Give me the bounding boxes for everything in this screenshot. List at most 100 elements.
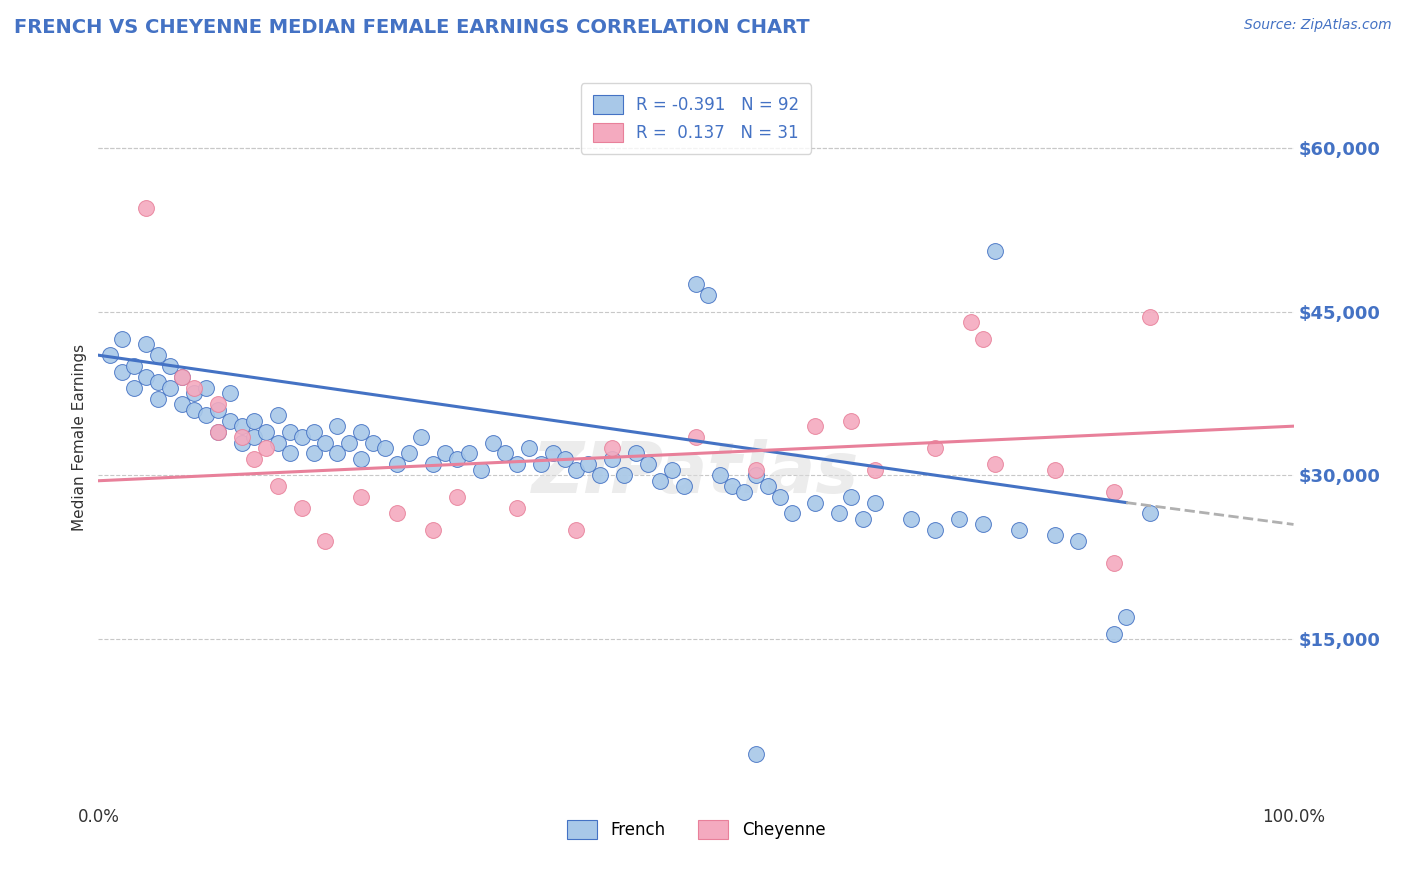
Point <box>267 435 290 450</box>
Point <box>135 370 157 384</box>
Text: ZIPatlas: ZIPatlas <box>533 439 859 508</box>
Point <box>207 425 229 439</box>
Point <box>458 446 481 460</box>
Point <box>756 479 779 493</box>
Point <box>135 337 157 351</box>
Point <box>1115 610 1137 624</box>
Text: FRENCH VS CHEYENNE MEDIAN FEMALE EARNINGS CORRELATION CHART: FRENCH VS CHEYENNE MEDIAN FEMALE EARNING… <box>14 18 810 37</box>
Point <box>1104 484 1126 499</box>
Point <box>1139 507 1161 521</box>
Point <box>278 446 301 460</box>
Point <box>231 419 253 434</box>
Point <box>411 430 433 444</box>
Point <box>948 512 970 526</box>
Point <box>148 376 170 390</box>
Point <box>494 446 516 460</box>
Point <box>626 446 648 460</box>
Legend: French, Cheyenne: French, Cheyenne <box>560 814 832 846</box>
Point <box>302 425 325 439</box>
Point <box>183 402 205 417</box>
Point <box>721 479 744 493</box>
Point <box>506 501 529 516</box>
Point <box>385 507 409 521</box>
Point <box>172 397 194 411</box>
Point <box>446 490 468 504</box>
Point <box>159 381 181 395</box>
Point <box>565 523 588 537</box>
Point <box>828 507 851 521</box>
Point <box>291 501 314 516</box>
Point <box>541 446 564 460</box>
Point <box>302 446 325 460</box>
Point <box>841 414 863 428</box>
Point <box>422 523 444 537</box>
Point <box>661 463 683 477</box>
Point <box>183 386 205 401</box>
Point <box>207 402 229 417</box>
Point <box>183 381 205 395</box>
Y-axis label: Median Female Earnings: Median Female Earnings <box>72 343 87 531</box>
Text: Source: ZipAtlas.com: Source: ZipAtlas.com <box>1244 18 1392 32</box>
Point <box>602 441 624 455</box>
Point <box>960 315 983 329</box>
Point <box>984 244 1007 259</box>
Point <box>326 419 349 434</box>
Point <box>602 451 624 466</box>
Point <box>768 490 790 504</box>
Point <box>745 463 768 477</box>
Point <box>159 359 181 373</box>
Point <box>124 381 146 395</box>
Point <box>984 458 1007 472</box>
Point <box>1104 626 1126 640</box>
Point <box>278 425 301 439</box>
Point <box>446 451 468 466</box>
Point <box>350 425 373 439</box>
Point <box>124 359 146 373</box>
Point <box>924 441 946 455</box>
Point <box>517 441 540 455</box>
Point <box>578 458 600 472</box>
Point <box>565 463 588 477</box>
Point <box>231 435 253 450</box>
Point <box>1043 528 1066 542</box>
Point <box>648 474 672 488</box>
Point <box>315 533 337 548</box>
Point <box>195 381 218 395</box>
Point <box>804 495 827 509</box>
Point <box>243 430 266 444</box>
Point <box>195 409 218 423</box>
Point <box>1067 533 1090 548</box>
Point <box>972 517 994 532</box>
Point <box>243 451 266 466</box>
Point <box>780 507 803 521</box>
Point <box>530 458 553 472</box>
Point <box>291 430 314 444</box>
Point <box>865 463 887 477</box>
Point <box>267 409 290 423</box>
Point <box>972 332 994 346</box>
Point <box>673 479 696 493</box>
Point <box>422 458 444 472</box>
Point <box>148 348 170 362</box>
Point <box>398 446 420 460</box>
Point <box>554 451 576 466</box>
Point <box>207 425 229 439</box>
Point <box>385 458 409 472</box>
Point <box>852 512 875 526</box>
Point <box>745 468 768 483</box>
Point <box>172 370 194 384</box>
Point <box>733 484 755 499</box>
Point <box>243 414 266 428</box>
Point <box>219 414 242 428</box>
Point <box>350 490 373 504</box>
Point <box>745 747 768 761</box>
Point <box>685 277 707 292</box>
Point <box>804 419 827 434</box>
Point <box>98 348 122 362</box>
Point <box>254 425 277 439</box>
Point <box>434 446 457 460</box>
Point <box>339 435 361 450</box>
Point <box>841 490 863 504</box>
Point <box>900 512 922 526</box>
Point <box>697 288 720 302</box>
